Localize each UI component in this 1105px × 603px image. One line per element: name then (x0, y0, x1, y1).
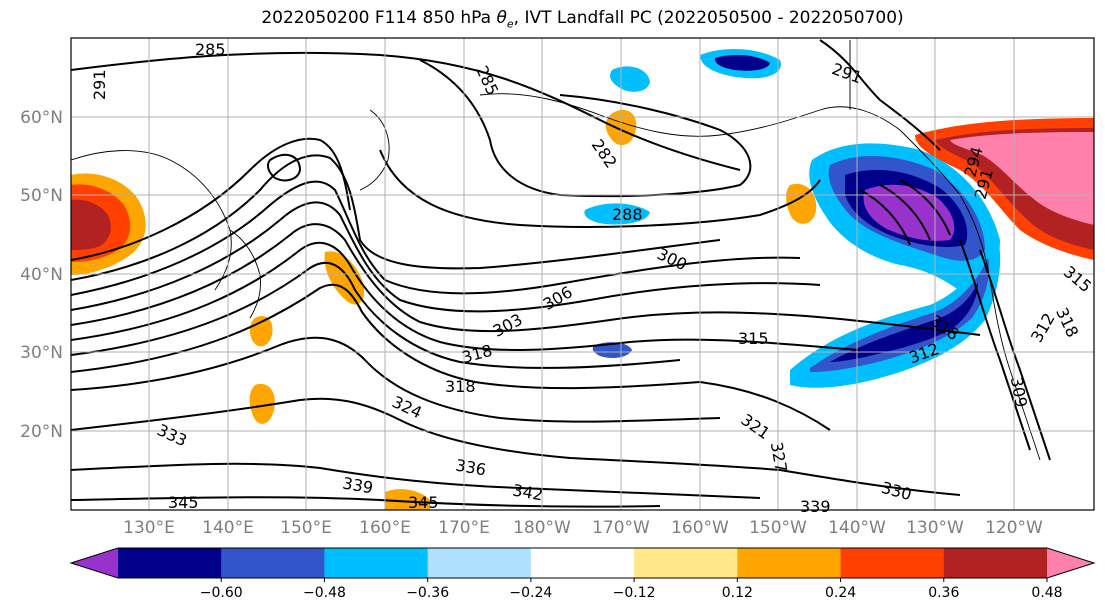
contour-label: 345 (408, 493, 439, 512)
contour-label: 291 (90, 69, 109, 100)
coastline-japan (229, 229, 261, 319)
contour-line (71, 397, 961, 496)
negative-patch-north-center (610, 66, 650, 92)
shaded-fields (71, 48, 1094, 510)
lat-label: 40°N (20, 265, 63, 285)
colorbar-ticks: −0.60 −0.48 −0.36 −0.24 −0.12 0.12 0.24 0.36 0.4… (200, 578, 1063, 601)
contour-lines (71, 39, 1051, 508)
contour-label: 285 (195, 40, 226, 59)
colorbar-extend-low (71, 548, 118, 578)
colorbar-extend-high (1047, 548, 1094, 578)
contour-label: 339 (800, 497, 831, 516)
positive-patch-gulf (786, 183, 817, 224)
contour-line (419, 59, 752, 198)
colorbar-segment (840, 548, 945, 578)
positive-patch-philippine-sea (249, 315, 273, 347)
colorbar-segment (634, 548, 738, 578)
positive-region-northeast-coast-max (950, 132, 1094, 225)
contour-line (71, 201, 821, 313)
lat-label: 30°N (20, 343, 63, 363)
map-frame (70, 37, 1095, 511)
latitude-labels: 60°N 50°N 40°N 30°N 20°N (20, 108, 63, 442)
colorbar-segment (324, 548, 429, 578)
title-prefix: 2022050200 F114 850 hPa (261, 8, 497, 28)
positive-region-west-core (71, 199, 111, 250)
colorbar-outline (69, 547, 1096, 579)
negative-patch-central (584, 203, 650, 225)
colorbar-tick-label: −0.48 (303, 585, 346, 601)
contour-line (71, 283, 831, 431)
contour-line (71, 51, 741, 171)
title-suffix: , IVT Landfall PC (2022050500 - 20220507… (513, 8, 904, 28)
colorbar-segment (427, 548, 532, 578)
contour-line (979, 249, 1051, 461)
contour-line (71, 462, 761, 499)
lon-label: 130°E (123, 518, 175, 538)
positive-patch-south (249, 383, 275, 424)
contour-label: 315 (738, 329, 769, 348)
negative-band-subtropical-core (830, 282, 978, 362)
contour-line (71, 154, 721, 281)
lat-label: 60°N (20, 108, 63, 128)
lon-label: 170°W (592, 518, 650, 538)
contour-line (819, 39, 941, 151)
lon-label: 160°W (671, 518, 729, 538)
lon-label: 140°W (828, 518, 886, 538)
lon-label: 180°W (513, 518, 571, 538)
contour-line (71, 336, 721, 423)
lon-label: 130°W (906, 518, 964, 538)
coastline-north-america (899, 129, 1041, 461)
negative-patch-top-center-core (714, 54, 770, 71)
contour-line (859, 179, 951, 246)
colorbar-tick-label: −0.60 (200, 585, 243, 601)
contour-line (71, 137, 351, 261)
colorbar-tick-label: −0.12 (613, 585, 656, 601)
negative-region-northeast-max (863, 184, 955, 241)
positive-patch-bottom (385, 489, 430, 510)
lat-label: 50°N (20, 186, 63, 206)
map-title: 2022050200 F114 850 hPa θe, IVT Landfall… (0, 8, 1105, 30)
contour-line (379, 149, 821, 228)
coastline-asia (71, 150, 232, 291)
contour-label: 288 (612, 205, 643, 224)
contour-line (71, 180, 801, 296)
contour-label: 345 (168, 493, 199, 512)
coastlines (71, 40, 1041, 461)
longitude-labels: 130°E 140°E 150°E 160°E 170°E 180°W 170°… (123, 518, 1043, 538)
lon-label: 150°W (749, 518, 807, 538)
colorbar-tick-label: −0.36 (406, 585, 449, 601)
lon-label: 140°E (202, 518, 254, 538)
contour-line (266, 153, 302, 182)
coastline-kamchatka (359, 109, 390, 191)
contour-line (71, 241, 861, 351)
contour-line (71, 261, 681, 369)
colorbar-tick-label: 0.48 (1031, 585, 1062, 601)
lon-label: 160°E (359, 518, 411, 538)
colorbar-tick-label: 0.36 (928, 585, 959, 601)
negative-patch-subtropics (592, 342, 632, 358)
colorbar-tick-label: 0.12 (722, 585, 753, 601)
contour-line (959, 239, 1031, 451)
colorbar-segment (118, 548, 222, 578)
contour-label: 318 (445, 377, 476, 396)
lon-label: 120°W (985, 518, 1043, 538)
colorbar-segment (221, 548, 325, 578)
colorbar-segment (530, 548, 635, 578)
colorbar (69, 547, 1096, 579)
negative-band-subtropical-mid (810, 258, 990, 372)
lon-label: 150°E (280, 518, 332, 538)
title-theta: θe (496, 8, 514, 31)
contour-line (71, 223, 981, 336)
coastline-alaska (479, 93, 901, 137)
contour-line (71, 496, 661, 508)
graticule (71, 38, 1094, 510)
lon-label: 170°E (438, 518, 490, 538)
colorbar-segment (943, 548, 1048, 578)
colorbar-tick-label: −0.24 (509, 585, 552, 601)
colorbar-segment (737, 548, 842, 578)
colorbar-tick-label: 0.24 (825, 585, 856, 601)
lat-label: 20°N (20, 422, 63, 442)
